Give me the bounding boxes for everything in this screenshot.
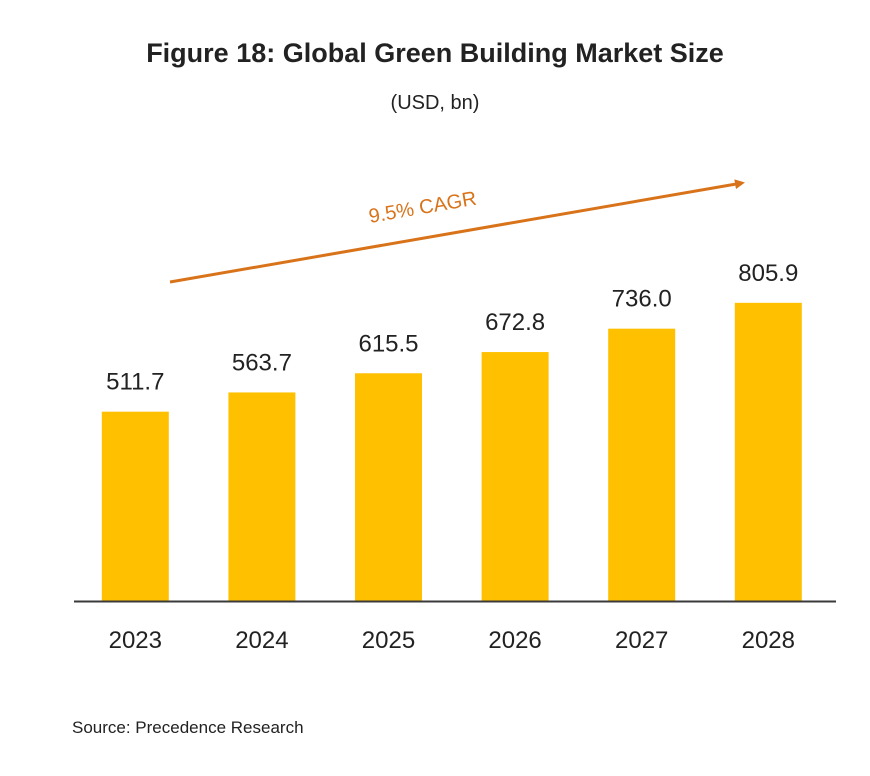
x-tick-2024: 2024 [235,627,288,654]
bar-2023 [101,411,169,601]
chart-subtitle: (USD, bn) [390,92,480,114]
value-label-2025: 615.5 [358,330,418,357]
chart-title: Figure 18: Global Green Building Market … [146,38,724,68]
bar-2024 [228,392,296,601]
x-tick-2025: 2025 [362,627,415,654]
x-tick-2028: 2028 [742,627,795,654]
value-labels-group: 511.7 563.7 615.5 672.8 736.0 805.9 [106,260,798,396]
bar-2025 [355,373,422,601]
cagr-trend-arrow [169,179,745,284]
x-tick-labels-group: 2023 2024 2025 2026 2027 2028 [109,627,795,654]
x-tick-2023: 2023 [109,627,162,654]
value-label-2028: 805.9 [738,260,798,287]
x-tick-2027: 2027 [615,627,668,654]
value-label-2026: 672.8 [485,309,545,336]
source-note: Source: Precedence Research [72,718,304,737]
value-label-2024: 563.7 [232,349,292,376]
bar-2028 [734,302,802,601]
x-tick-2026: 2026 [488,627,541,654]
bar-2027 [608,328,676,601]
value-label-2023: 511.7 [106,369,164,396]
bars-group [101,302,802,601]
value-label-2027: 736.0 [612,286,672,313]
bar-2026 [481,352,549,601]
cagr-annotation: 9.5% CAGR [367,188,478,228]
